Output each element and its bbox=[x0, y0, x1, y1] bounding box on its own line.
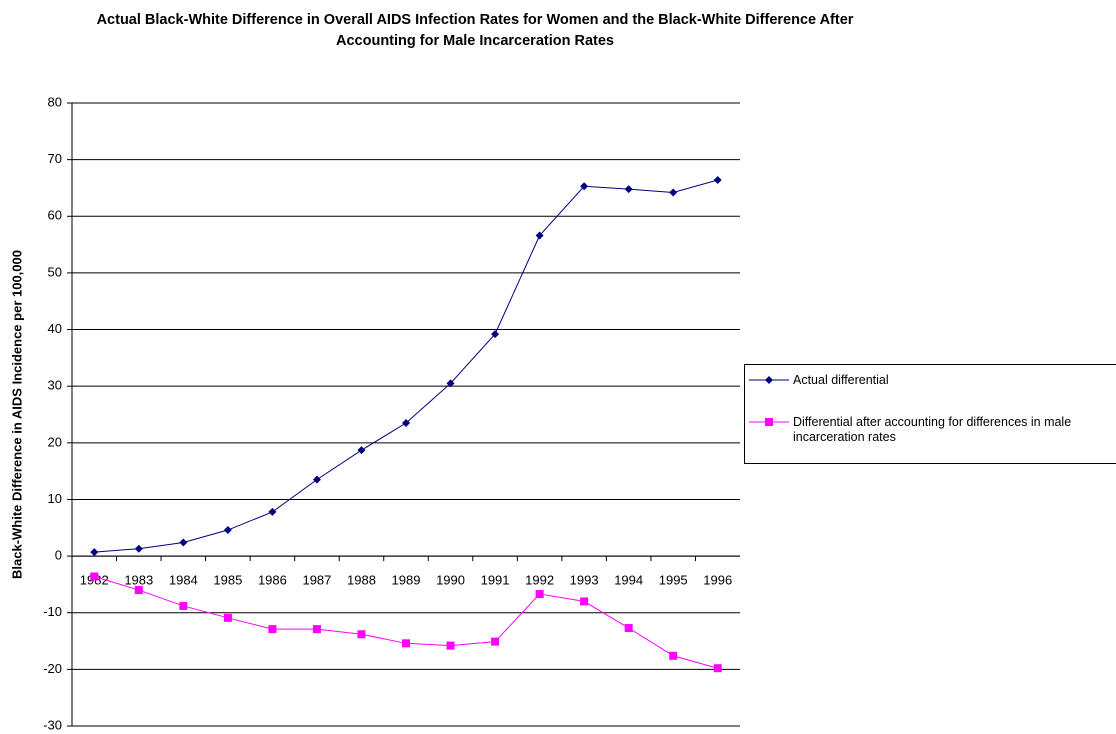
y-tick-label: -20 bbox=[43, 661, 62, 676]
x-tick-label: 1986 bbox=[258, 573, 287, 588]
x-tick-label: 1987 bbox=[302, 573, 331, 588]
data-point bbox=[357, 630, 366, 639]
y-tick-label: 60 bbox=[48, 208, 62, 223]
y-tick-label: 10 bbox=[48, 491, 62, 506]
x-tick-label: 1996 bbox=[703, 573, 732, 588]
data-point bbox=[669, 188, 678, 197]
y-tick-label: 20 bbox=[48, 434, 62, 449]
data-point bbox=[535, 590, 544, 599]
legend-item: Differential after accounting for differ… bbox=[745, 415, 1116, 445]
chart-title: Actual Black-White Difference in Overall… bbox=[96, 12, 854, 49]
legend-marker bbox=[765, 376, 773, 384]
series-line bbox=[94, 576, 718, 669]
data-point bbox=[669, 651, 678, 660]
data-point bbox=[491, 637, 500, 646]
data-point bbox=[713, 664, 722, 673]
data-point bbox=[580, 597, 589, 606]
legend-swatch bbox=[749, 418, 789, 426]
data-point bbox=[90, 572, 99, 581]
x-tick-label: 1994 bbox=[614, 573, 643, 588]
data-point bbox=[446, 641, 455, 650]
y-tick-label: -10 bbox=[43, 604, 62, 619]
x-tick-label: 1995 bbox=[659, 573, 688, 588]
y-tick-label: 80 bbox=[48, 94, 62, 109]
x-tick-label: 1991 bbox=[481, 573, 510, 588]
y-tick-label: -30 bbox=[43, 717, 62, 732]
data-point bbox=[312, 475, 321, 484]
data-point bbox=[134, 586, 143, 595]
data-point bbox=[223, 613, 232, 622]
legend: Actual differential Differential after ac… bbox=[744, 364, 1116, 464]
legend-swatch bbox=[749, 376, 789, 384]
data-point bbox=[312, 625, 321, 634]
data-point bbox=[402, 418, 410, 427]
y-tick-label: 50 bbox=[48, 264, 62, 279]
data-point bbox=[223, 526, 232, 535]
x-tick-label: 1984 bbox=[169, 573, 198, 588]
x-tick-label: 1989 bbox=[392, 573, 421, 588]
data-point bbox=[624, 185, 633, 194]
y-tick-label: 40 bbox=[48, 321, 62, 336]
data-point bbox=[580, 182, 589, 191]
data-point bbox=[491, 330, 500, 339]
legend-label: Differential after accounting for differ… bbox=[793, 415, 1072, 444]
data-point bbox=[268, 507, 277, 516]
data-point bbox=[535, 231, 544, 240]
data-point bbox=[446, 379, 455, 388]
legend-item: Actual differential bbox=[745, 373, 1116, 388]
data-point bbox=[179, 601, 188, 610]
x-tick-label: 1985 bbox=[213, 573, 242, 588]
data-point bbox=[90, 548, 99, 557]
data-point bbox=[268, 625, 277, 634]
x-tick-label: 1990 bbox=[436, 573, 465, 588]
y-tick-label: 0 bbox=[55, 548, 62, 563]
x-tick-label: 1992 bbox=[525, 573, 554, 588]
x-tick-label: 1988 bbox=[347, 573, 376, 588]
data-point bbox=[357, 446, 366, 455]
x-tick-label: 1993 bbox=[570, 573, 599, 588]
data-point bbox=[402, 639, 410, 648]
data-point bbox=[134, 544, 143, 553]
legend-label: Actual differential bbox=[793, 373, 889, 387]
legend-marker bbox=[765, 418, 773, 426]
y-tick-label: 70 bbox=[48, 151, 62, 166]
x-tick-label: 1983 bbox=[124, 573, 153, 588]
y-tick-label: 30 bbox=[48, 378, 62, 393]
y-axis-label: Black-White Difference in AIDS Incidence… bbox=[9, 250, 24, 579]
series-line bbox=[94, 179, 718, 553]
data-point bbox=[624, 624, 633, 633]
data-point bbox=[179, 538, 188, 547]
data-point bbox=[713, 176, 722, 185]
